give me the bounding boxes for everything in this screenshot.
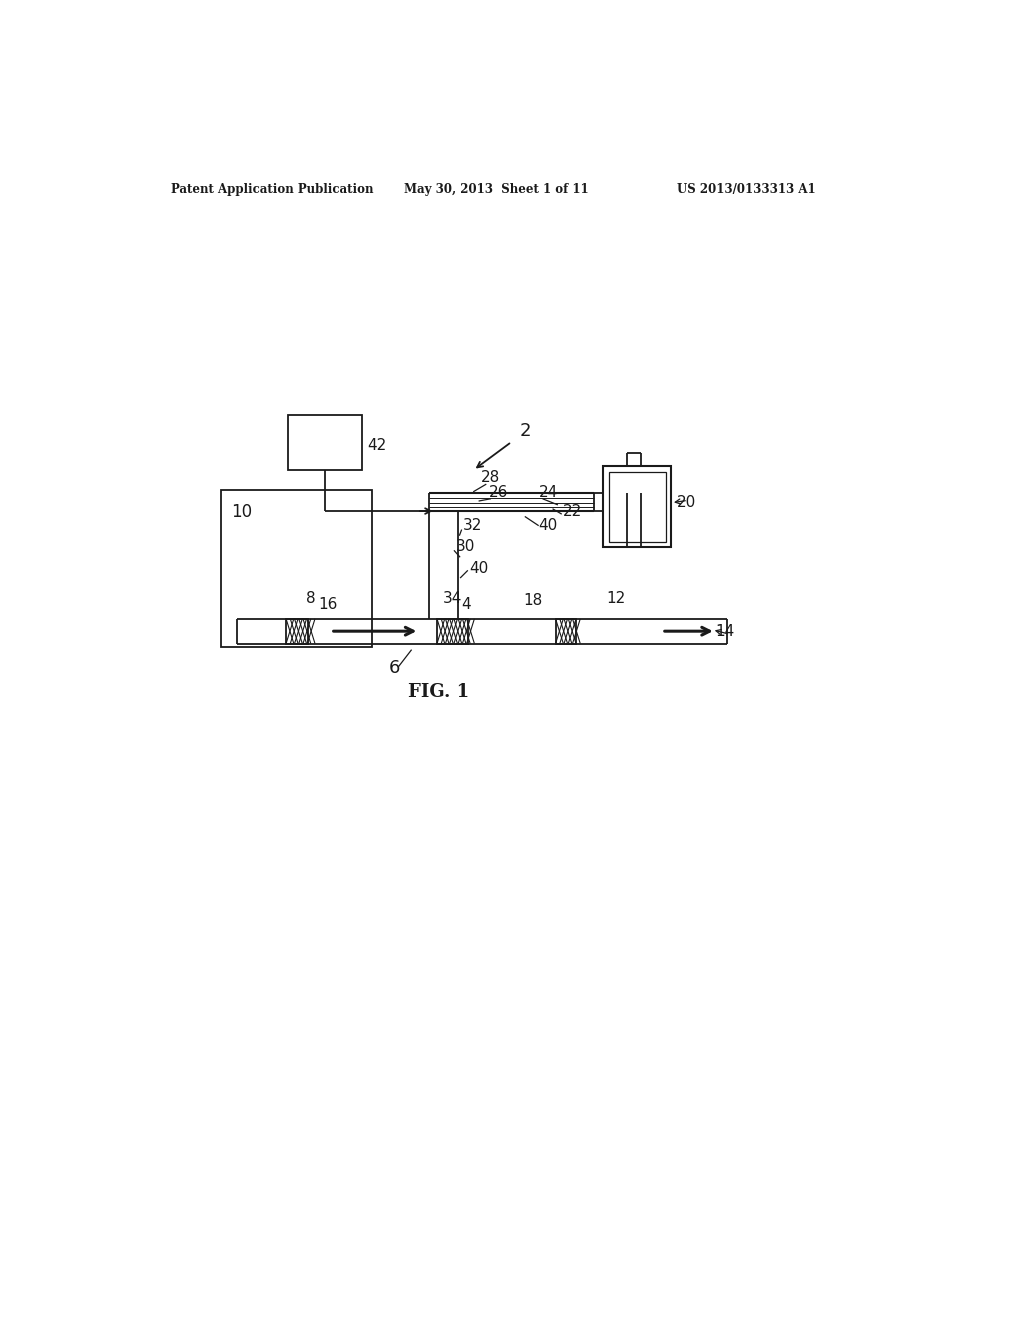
Text: 34: 34 [442,591,462,606]
Text: 26: 26 [488,486,508,500]
Text: 2: 2 [519,421,530,440]
Text: May 30, 2013  Sheet 1 of 11: May 30, 2013 Sheet 1 of 11 [403,183,589,197]
Text: Patent Application Publication: Patent Application Publication [171,183,373,197]
Bar [608,471,666,543]
Text: 4: 4 [462,597,471,612]
Text: US 2013/0133313 A1: US 2013/0133313 A1 [677,183,816,197]
Text: 14: 14 [716,624,735,639]
Text: 16: 16 [318,597,338,612]
Text: 12: 12 [606,591,626,606]
Text: 20: 20 [677,495,696,511]
Text: 18: 18 [523,593,543,609]
Text: 6: 6 [388,659,400,677]
Bar [603,466,671,548]
Bar [437,619,468,644]
Text: 24: 24 [539,486,558,500]
Text: 40: 40 [539,517,558,532]
Text: 40: 40 [469,561,488,576]
Bar [221,490,372,647]
Text: 10: 10 [230,503,252,521]
Bar [556,619,575,644]
Text: 8: 8 [306,591,315,606]
Text: 28: 28 [481,470,500,484]
Text: 30: 30 [456,539,475,554]
Bar [289,414,361,470]
Text: FIG. 1: FIG. 1 [408,684,469,701]
Text: 42: 42 [367,438,386,453]
Bar [286,619,307,644]
Text: 22: 22 [563,504,583,520]
Text: 32: 32 [463,517,482,532]
